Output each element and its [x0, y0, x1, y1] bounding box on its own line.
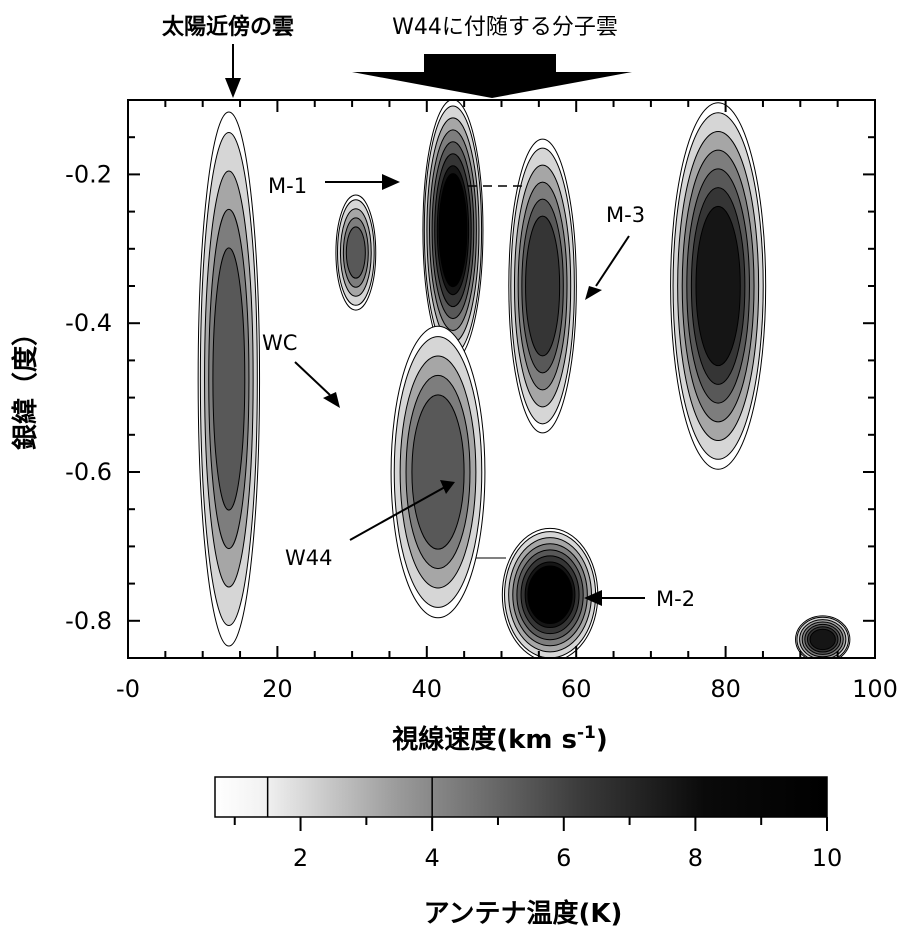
annotation-m2-label: M-2 [656, 587, 695, 611]
x-tick-label: -0 [116, 675, 140, 703]
x-axis-title: 視線速度(km s-1) [392, 723, 608, 755]
annotation-w44-label: W44 [285, 546, 333, 570]
x-axis-title-sup: -1 [577, 723, 596, 743]
w44-clouds-arrow [352, 54, 632, 98]
annotation-w44: W44 [285, 480, 455, 570]
colorbar-tick-label: 2 [293, 844, 308, 872]
contour-level [438, 173, 468, 288]
cloud-m-2 [501, 527, 599, 658]
contour-level [695, 205, 741, 367]
contour-level [345, 226, 366, 279]
cloud-local [197, 111, 261, 647]
x-tick-label: 60 [561, 675, 592, 703]
contour-level [411, 394, 465, 550]
colorbar-title: アンテナ温度(K) [424, 898, 623, 929]
annotation-m3-label: M-3 [606, 203, 645, 227]
x-axis: -0 20 40 60 80 100 [116, 100, 898, 703]
annotation-m1: M-1 [268, 174, 522, 198]
colorbar-tick-label: 8 [688, 844, 703, 872]
cloud-w44 [390, 325, 486, 619]
x-axis-title-close: ) [596, 725, 608, 755]
cloud-m-3 [508, 138, 577, 434]
local-cloud-title: 太陽近傍の雲 [162, 14, 294, 40]
x-tick-label: 40 [412, 675, 443, 703]
colorbar-tick-label: 4 [425, 844, 440, 872]
local-cloud-arrow [225, 44, 241, 98]
y-tick-label: -0.6 [65, 458, 112, 486]
heatmap-layer [197, 100, 851, 658]
colorbar-tick-label: 6 [556, 844, 571, 872]
w44-clouds-title: W44に付随する分子雲 [392, 15, 618, 40]
y-tick-label: -0.2 [65, 160, 112, 188]
cloud-cloud-93 [795, 615, 851, 658]
colorbar-axis: 2 4 6 8 10 [233, 777, 843, 872]
y-tick-label: -0.8 [65, 607, 112, 635]
colorbar-tick-label: 10 [812, 844, 843, 872]
annotation-wc-label: WC [262, 331, 297, 355]
contour-level [809, 628, 836, 651]
cloud-m-1 [422, 100, 484, 362]
annotation-wc: WC [262, 331, 340, 408]
colorbar [214, 776, 828, 818]
contour-level [212, 247, 246, 511]
cloud-cloud-31 [335, 194, 377, 311]
y-axis: -0.2 -0.4 -0.6 -0.8 [65, 99, 875, 659]
annotation-m1-label: M-1 [268, 174, 307, 198]
contour-level [525, 215, 561, 357]
x-tick-label: 80 [710, 675, 741, 703]
annotation-m2: M-2 [584, 587, 695, 611]
x-tick-label: 100 [852, 675, 898, 703]
cloud-cloud-78 [670, 102, 767, 470]
annotation-m3: M-3 [585, 203, 645, 300]
x-axis-title-main: 視線速度(km s [392, 724, 577, 755]
contour-level [527, 565, 573, 624]
y-tick-label: -0.4 [65, 309, 112, 337]
x-tick-label: 20 [262, 675, 293, 703]
y-axis-title: 銀緯（度） [10, 320, 41, 450]
